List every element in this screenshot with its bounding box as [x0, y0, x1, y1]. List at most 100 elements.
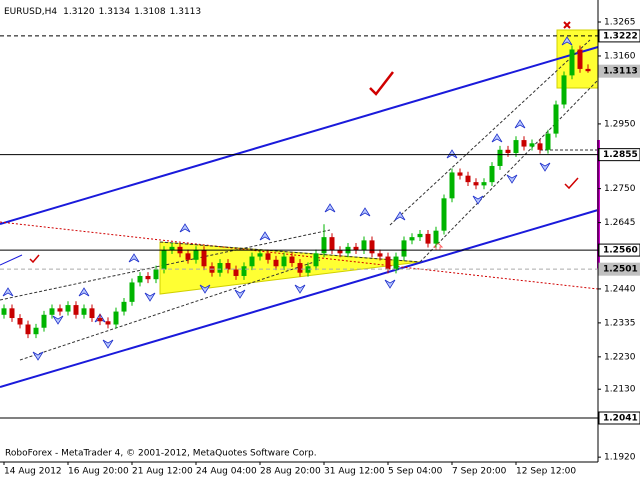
trend-line [0, 46, 599, 225]
fractal-arrow [234, 289, 246, 299]
fractal-arrow [144, 292, 156, 302]
candle-body [113, 311, 119, 325]
price-level-label: 1.2041 [603, 414, 638, 424]
fractal-arrow [52, 315, 64, 325]
candle-body [137, 275, 143, 283]
candle-body [217, 263, 223, 273]
price-level-box [598, 243, 640, 257]
price-level-label: 1.2560 [603, 246, 638, 256]
candle-body [145, 275, 151, 280]
fractal-arrow [324, 203, 336, 213]
fractal-arrow [259, 231, 271, 241]
y-tick-label: 1.2645 [604, 218, 636, 228]
x-tick-label: 24 Aug 04:00 [196, 467, 257, 477]
candle-body [233, 269, 239, 276]
fractal-arrow [102, 339, 114, 349]
candle-body [561, 75, 567, 105]
fractal-arrow [179, 223, 191, 233]
candle-body [417, 233, 423, 238]
marker-line [0, 254, 23, 266]
fractal-arrow [491, 133, 503, 143]
candle-body [441, 198, 447, 231]
candle-body [401, 240, 407, 257]
candle-body [457, 172, 463, 176]
fractal-arrow [446, 149, 458, 159]
candle-body [521, 140, 527, 147]
candle-body [41, 314, 47, 328]
y-tick-label: 1.2950 [604, 119, 636, 129]
candle-body [57, 308, 63, 312]
candle-body [497, 149, 503, 166]
candle-body [225, 263, 231, 270]
candle-body [257, 253, 263, 257]
fractal-arrow [514, 119, 526, 129]
y-tick-label: 1.2230 [604, 352, 636, 362]
channel-line [0, 229, 331, 301]
candle-body [161, 250, 167, 270]
candle-body [121, 301, 127, 312]
candle-body [281, 256, 287, 267]
price-level-box [598, 29, 640, 43]
candle-body [465, 175, 471, 183]
candle-body [73, 305, 79, 315]
candle-body [297, 263, 303, 273]
candle-body [169, 246, 175, 251]
candle-body [241, 266, 247, 276]
fractal-arrow [128, 253, 140, 263]
fractal-arrow [472, 195, 484, 205]
candle-body [513, 140, 519, 154]
candle-body [97, 318, 103, 322]
check-mark [369, 71, 394, 96]
fractal-arrow [561, 36, 573, 46]
fractal-arrow [294, 284, 306, 294]
channel-line [19, 259, 321, 361]
candle-body [393, 256, 399, 270]
channel-line [159, 241, 421, 263]
candle-body [473, 182, 479, 186]
check-mark [564, 177, 579, 190]
channel-line [389, 39, 591, 226]
stop-mark [563, 21, 571, 29]
candle-body [81, 308, 87, 315]
price-level-box [598, 148, 640, 162]
y-tick-label: 1.2750 [604, 184, 636, 194]
candle-body [193, 250, 199, 260]
fractal-arrow [78, 287, 90, 297]
x-tick-label: 31 Aug 12:00 [324, 467, 385, 477]
candle-body [577, 49, 583, 69]
y-tick-label: 1.1920 [604, 453, 636, 463]
chart-header: EURUSD,H4 1.3120 1.3134 1.3108 1.3113 [4, 7, 201, 17]
y-tick-label: 1.3265 [604, 18, 636, 28]
candle-body [313, 253, 319, 267]
candle-body [433, 230, 439, 244]
x-tick-label: 5 Sep 04:00 [388, 467, 443, 477]
x-tick-label: 14 Aug 2012 [4, 467, 62, 477]
footer: RoboForex - MetaTrader 4, © 2001-2012, M… [5, 449, 317, 459]
low-label: 1.3108 [134, 7, 166, 17]
candles [1, 45, 591, 339]
price-level-label: 1.2501 [603, 265, 638, 275]
x-tick-label: 28 Aug 20:00 [260, 467, 321, 477]
fractal-arrow [394, 211, 406, 221]
price-level-box [598, 64, 640, 78]
price-level-box [598, 411, 640, 425]
candle-body [361, 240, 367, 251]
candle-body [1, 308, 7, 315]
symbol: EURUSD,H4 [4, 7, 57, 17]
y-tick-label: 1.2130 [604, 385, 636, 395]
candle-body [425, 233, 431, 244]
candle-body [505, 149, 511, 154]
price-level-label: 1.2855 [603, 150, 638, 160]
candle-body [129, 282, 135, 302]
candle-body [329, 237, 335, 251]
candle-body [249, 256, 255, 267]
frame [0, 0, 599, 463]
candle-body [89, 308, 95, 319]
candle-body [185, 253, 191, 260]
price-level-label: 1.3113 [603, 67, 638, 77]
candle-body [9, 308, 15, 319]
candle-body [529, 143, 535, 147]
candle-body [17, 318, 23, 325]
